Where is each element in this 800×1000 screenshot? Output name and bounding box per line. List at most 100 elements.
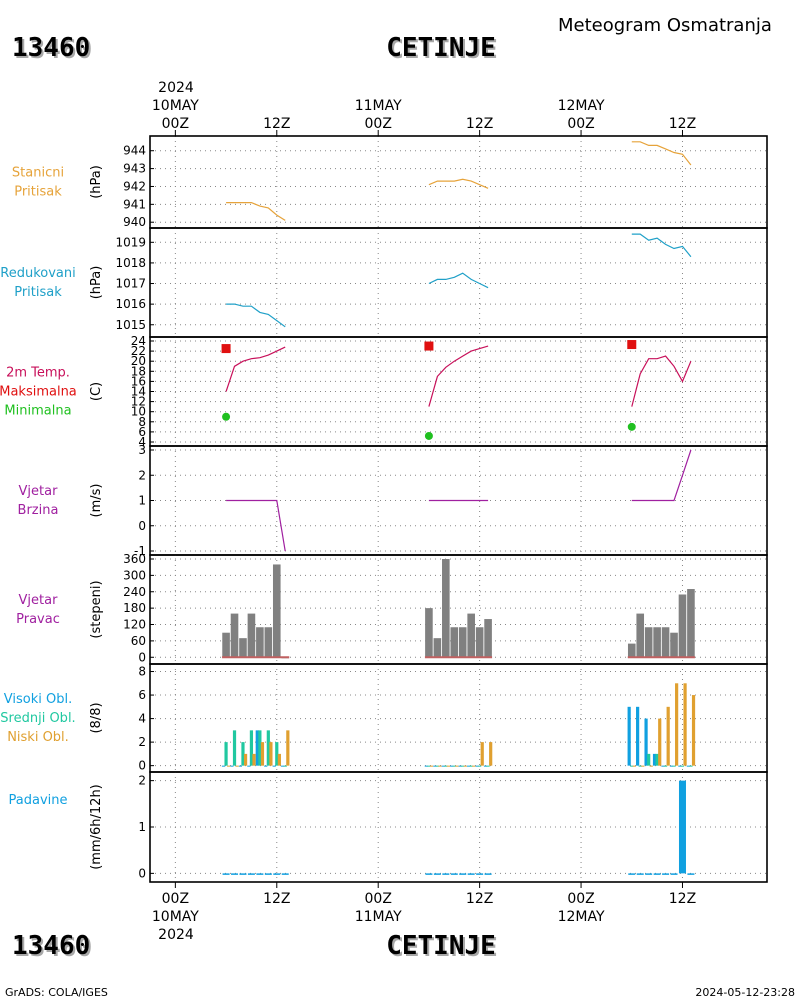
y-tick-label: 943	[123, 162, 146, 176]
station-id-bottom-fg: 13460	[12, 931, 90, 961]
cloud-bar	[241, 742, 245, 766]
cloud-bar	[281, 765, 285, 767]
cloud-bar	[466, 765, 471, 767]
series-line	[631, 141, 692, 166]
y-tick-label: 16	[131, 374, 146, 388]
wind-dir-bar	[687, 589, 695, 658]
cloud-bar	[221, 765, 226, 767]
cloud-bar	[655, 753, 659, 766]
y-tick-label: 0	[138, 866, 146, 880]
y-tick-label: 2	[138, 735, 146, 749]
wind-dir-bar	[230, 613, 239, 658]
cloud-bar	[243, 753, 248, 766]
precip-bar	[476, 873, 484, 875]
cloud-bar	[269, 742, 273, 766]
panel-label: Stanicni	[12, 166, 64, 181]
cloud-bar	[433, 765, 437, 767]
cloud-bar	[232, 730, 237, 766]
tmax-marker	[627, 340, 637, 350]
panel-vjetar_brzina: -1 0 1 2 3 Vjetar Brzina (m/s)	[18, 443, 768, 558]
precip-bar	[281, 873, 289, 875]
y-tick-label: 1019	[115, 235, 146, 249]
panel-label: Vjetar	[19, 593, 59, 608]
cloud-bar	[636, 706, 640, 766]
y-axis-label: (mm/6h/12h)	[89, 784, 104, 870]
y-tick-label: 4	[138, 712, 146, 726]
wind-dir-bar	[644, 627, 653, 658]
series-line	[428, 345, 489, 407]
y-tick-label: 22	[131, 344, 146, 358]
date-label-bottom: 12MAY	[558, 909, 605, 925]
hour-label-bottom: 00Z	[567, 891, 594, 907]
cloud-bar	[658, 718, 662, 766]
wind-dir-bar	[425, 608, 433, 658]
panel-label: Srednji Obl.	[0, 711, 75, 726]
render-timestamp: 2024-05-12-23:28	[695, 986, 795, 999]
precip-bar	[256, 873, 264, 875]
cloud-bar	[630, 765, 634, 767]
y-tick-label: 0	[138, 650, 146, 664]
y-tick-label: 3	[138, 443, 146, 457]
hour-label-top: 00Z	[567, 116, 594, 132]
y-tick-label: 1016	[115, 297, 146, 311]
cloud-bar	[672, 765, 676, 767]
series-line	[226, 303, 286, 328]
station-name-bottom-fg: CETINJE	[386, 931, 496, 961]
panel-oblacnost: 0 2 4 6 8 Visoki Obl. Srednji Obl. Niski Obl. (8…	[0, 663, 768, 773]
cloud-bar	[486, 765, 490, 767]
panel-border	[149, 336, 768, 447]
cloud-bar	[438, 765, 442, 767]
hour-label-bottom: 12Z	[466, 891, 493, 907]
cloud-bar	[475, 765, 479, 767]
wind-dir-bar	[627, 643, 636, 658]
wind-dir-bar	[475, 627, 484, 658]
cloud-bar	[627, 706, 631, 766]
time-axis-top: 10MAY 00Z 12Z 11MAY 00Z 12Z 12MAY 00Z 12Z	[152, 98, 696, 136]
series-line	[631, 449, 692, 502]
y-tick-label: 8	[138, 415, 146, 429]
wind-dir-bar	[272, 564, 281, 658]
cloud-bar	[283, 765, 287, 767]
precip-bar	[670, 873, 678, 875]
cloud-bar	[666, 706, 670, 766]
cloud-bar	[649, 765, 653, 767]
cloud-bar	[689, 765, 693, 767]
cloud-bar	[483, 765, 488, 767]
precip-bar	[273, 873, 281, 875]
y-tick-label: 360	[123, 552, 146, 566]
precip-bar	[636, 873, 644, 875]
cloud-bar	[446, 765, 451, 767]
cloud-bar	[275, 742, 279, 766]
y-axis-label: (8/8)	[89, 702, 104, 733]
product-title: Meteogram Osmatranja	[558, 15, 772, 36]
date-label-top: 12MAY	[558, 98, 605, 114]
cloud-bar	[272, 765, 276, 767]
wind-dir-bar	[433, 638, 442, 658]
panel-redukovani_pritisak: 1015 1016 1017 1018 1019 Redukovani Pritisak (h…	[0, 227, 768, 338]
cloud-bar	[638, 765, 642, 767]
y-axis-label: (hPa)	[89, 165, 104, 199]
cloud-bar	[458, 765, 462, 767]
cloud-bar	[227, 765, 231, 767]
precip-bar	[231, 873, 239, 875]
series-line	[428, 272, 489, 289]
panel-label: Minimalna	[4, 404, 71, 419]
y-tick-label: 1015	[115, 318, 146, 332]
cloud-bar	[224, 742, 228, 766]
cloud-bar	[489, 742, 493, 766]
date-label-bottom: 11MAY	[355, 909, 402, 925]
panel-label: Maksimalna	[0, 385, 77, 400]
y-tick-label: 941	[123, 197, 146, 211]
y-tick-label: 0	[138, 759, 146, 773]
y-tick-label: 12	[131, 395, 146, 409]
cloud-bar	[663, 765, 668, 767]
hour-label-top: 12Z	[466, 116, 493, 132]
date-label-top: 10MAY	[152, 98, 199, 114]
hour-label-top: 12Z	[669, 116, 696, 132]
y-tick-label: 2	[138, 468, 146, 482]
cloud-bar	[469, 765, 473, 767]
hour-label-top: 00Z	[162, 116, 189, 132]
